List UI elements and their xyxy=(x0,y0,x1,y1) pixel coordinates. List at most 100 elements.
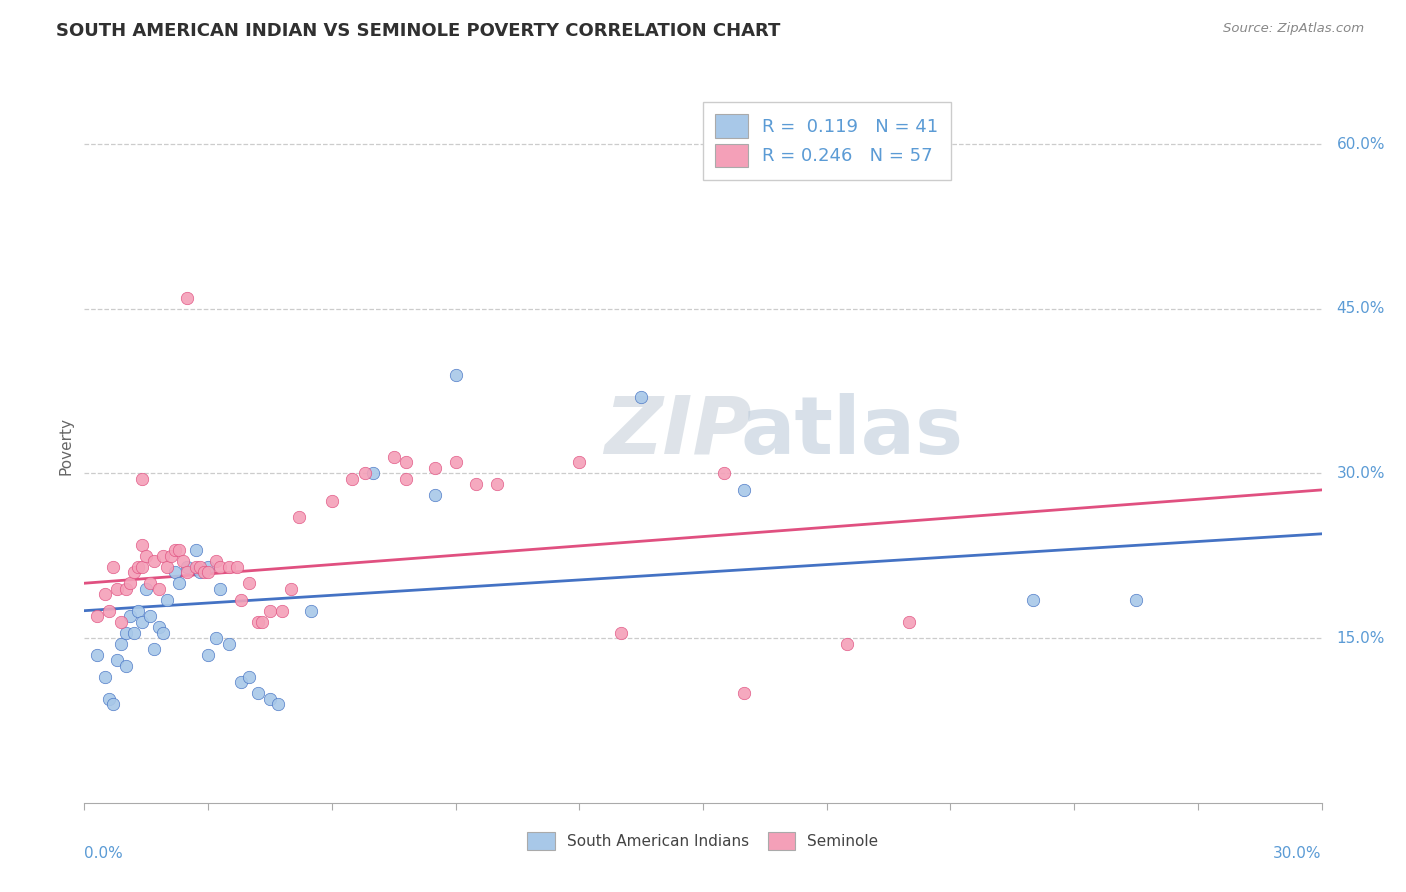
Point xyxy=(246,686,269,700)
Point xyxy=(465,477,488,491)
Point xyxy=(238,669,260,683)
Point xyxy=(226,559,249,574)
Point xyxy=(139,576,162,591)
Point xyxy=(156,592,179,607)
Point xyxy=(143,642,166,657)
Point xyxy=(1022,592,1045,607)
Point xyxy=(630,390,652,404)
Point xyxy=(209,582,232,596)
Text: 45.0%: 45.0% xyxy=(1337,301,1385,317)
Point xyxy=(122,566,145,580)
Point xyxy=(1125,592,1147,607)
Point xyxy=(184,543,207,558)
Point xyxy=(267,697,290,711)
Point xyxy=(361,467,384,481)
Point xyxy=(122,625,145,640)
Point xyxy=(342,472,364,486)
Point xyxy=(105,653,128,667)
Point xyxy=(165,566,187,580)
Text: SOUTH AMERICAN INDIAN VS SEMINOLE POVERTY CORRELATION CHART: SOUTH AMERICAN INDIAN VS SEMINOLE POVERT… xyxy=(56,22,780,40)
Point xyxy=(485,477,508,491)
Point xyxy=(127,604,149,618)
Point xyxy=(143,554,166,568)
Point xyxy=(148,582,170,596)
Point xyxy=(288,510,311,524)
Point xyxy=(713,467,735,481)
Point xyxy=(176,566,198,580)
Point xyxy=(259,691,281,706)
Point xyxy=(209,559,232,574)
Point xyxy=(733,686,755,700)
Point xyxy=(103,559,125,574)
Point xyxy=(176,291,198,305)
Text: 60.0%: 60.0% xyxy=(1337,136,1385,152)
Point xyxy=(299,604,322,618)
Point xyxy=(131,472,153,486)
Point xyxy=(444,368,467,382)
Point xyxy=(353,467,375,481)
Point xyxy=(898,615,921,629)
Point xyxy=(229,675,252,690)
Point xyxy=(229,592,252,607)
Point xyxy=(197,648,219,662)
Point xyxy=(188,559,211,574)
Point xyxy=(103,697,125,711)
Point xyxy=(156,559,179,574)
Point xyxy=(118,609,141,624)
Point xyxy=(321,494,343,508)
Point xyxy=(184,559,207,574)
Point xyxy=(135,549,157,563)
Point xyxy=(114,625,136,640)
Point xyxy=(118,576,141,591)
Point xyxy=(218,637,240,651)
Point xyxy=(246,615,269,629)
Point xyxy=(86,648,108,662)
Point xyxy=(110,637,132,651)
Point xyxy=(131,538,153,552)
Text: atlas: atlas xyxy=(740,392,963,471)
Point xyxy=(271,604,294,618)
Point xyxy=(152,549,174,563)
Point xyxy=(733,483,755,497)
Point xyxy=(197,566,219,580)
Point xyxy=(188,566,211,580)
Point xyxy=(167,543,190,558)
Point xyxy=(250,615,273,629)
Point xyxy=(94,587,117,601)
Point xyxy=(105,582,128,596)
Point xyxy=(94,669,117,683)
Point xyxy=(160,549,183,563)
Text: ZIP: ZIP xyxy=(605,392,751,471)
Text: 0.0%: 0.0% xyxy=(84,846,124,861)
Point xyxy=(98,691,121,706)
Point xyxy=(205,631,228,645)
Point xyxy=(837,637,859,651)
Text: 30.0%: 30.0% xyxy=(1274,846,1322,861)
Point xyxy=(238,576,260,591)
Point xyxy=(609,625,631,640)
Point xyxy=(165,543,187,558)
Point xyxy=(110,615,132,629)
Legend: South American Indians, Seminole: South American Indians, Seminole xyxy=(522,826,884,855)
Point xyxy=(152,625,174,640)
Y-axis label: Poverty: Poverty xyxy=(58,417,73,475)
Point xyxy=(131,559,153,574)
Point xyxy=(86,609,108,624)
Point xyxy=(382,450,405,464)
Point xyxy=(218,559,240,574)
Point xyxy=(423,488,446,502)
Point xyxy=(444,455,467,469)
Point xyxy=(280,582,302,596)
Point xyxy=(139,609,162,624)
Point xyxy=(395,472,418,486)
Point xyxy=(131,615,153,629)
Point xyxy=(114,658,136,673)
Point xyxy=(176,559,198,574)
Point xyxy=(193,566,215,580)
Point xyxy=(197,559,219,574)
Point xyxy=(395,455,418,469)
Point xyxy=(135,582,157,596)
Point xyxy=(205,554,228,568)
Point xyxy=(172,554,194,568)
Point xyxy=(259,604,281,618)
